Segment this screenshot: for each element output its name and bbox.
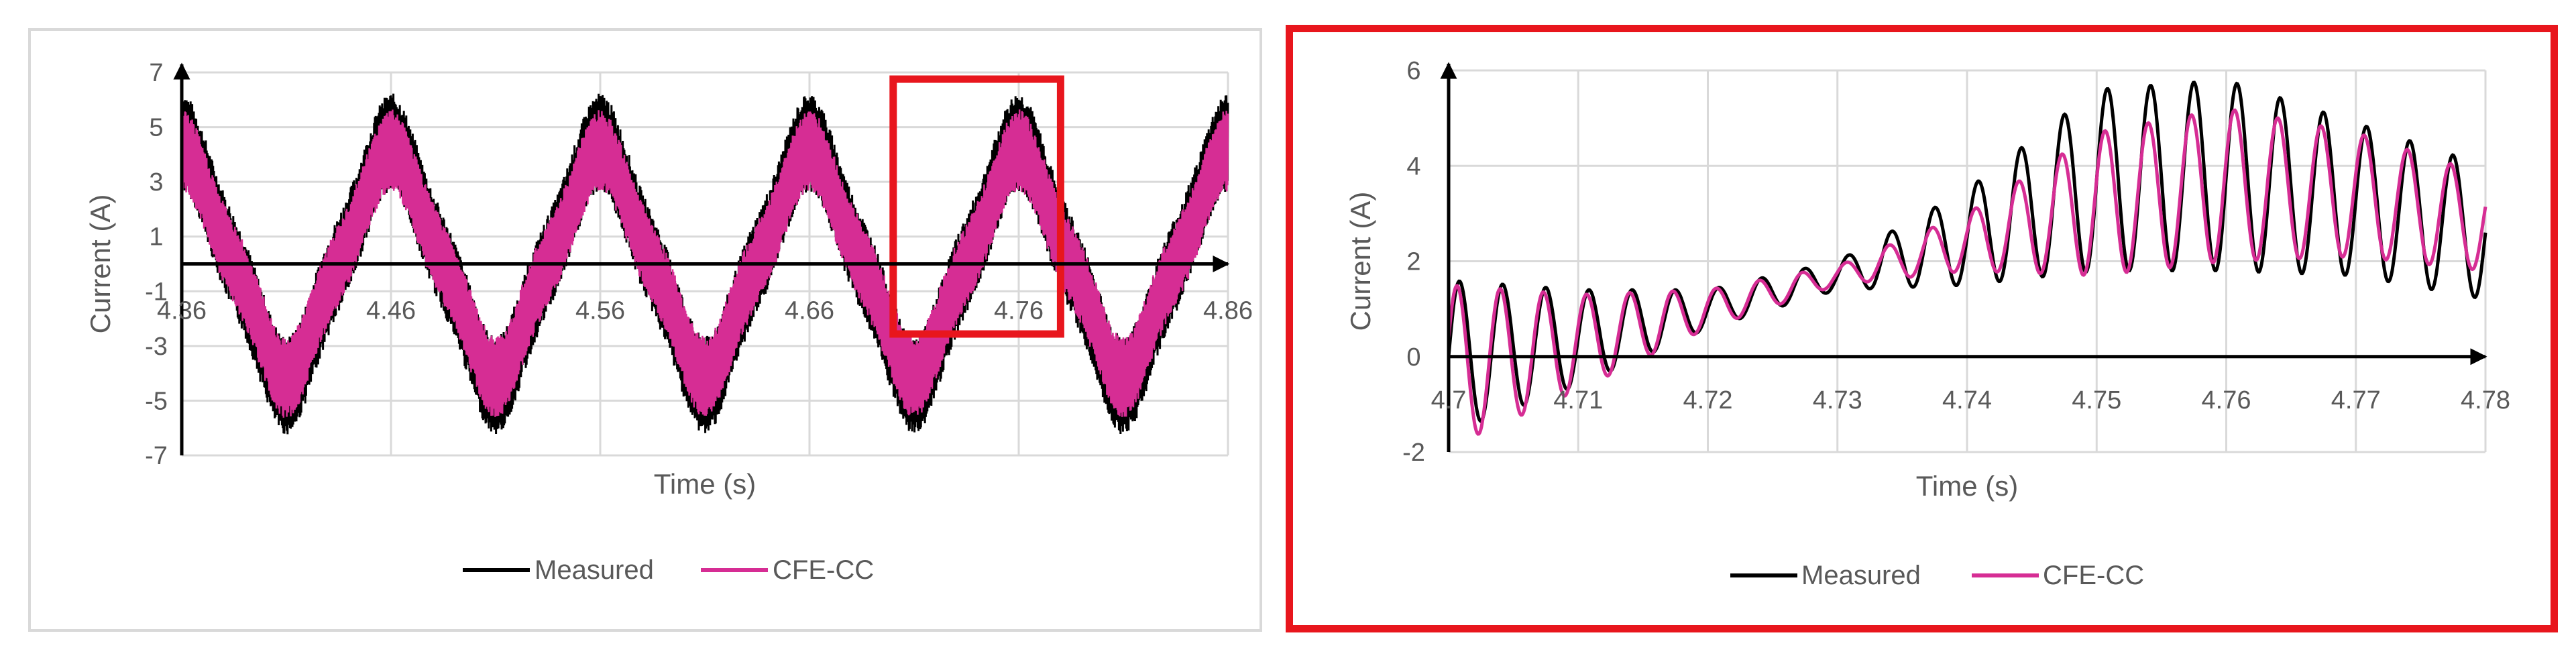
x-tick-label: 4.86 bbox=[1203, 297, 1253, 325]
y-axis-title: Current (A) bbox=[1345, 192, 1376, 331]
y-tick-label: -7 bbox=[145, 442, 168, 470]
y-tick-label: 3 bbox=[149, 168, 163, 197]
y-tick-label: 2 bbox=[1406, 248, 1420, 276]
zoom-highlight-box bbox=[889, 75, 1064, 338]
left-chart: 7 5 3 1 -1 -3 -5 -7 4.36 4.46 4.56 4.66 4.76 4.86 Time… bbox=[85, 59, 1253, 585]
y-tick-label: 1 bbox=[149, 223, 163, 252]
y-axis-title: Current (A) bbox=[85, 195, 116, 334]
x-tick-label: 4.66 bbox=[785, 297, 834, 325]
right-chart: 6 4 2 0 -24.7 4.71 4.72 4.73 4.74 4.75 4.76 4.77 4.7… bbox=[1345, 57, 2510, 590]
x-tick-label: 4.73 bbox=[1813, 386, 1862, 414]
x-tick-label: 4.76 bbox=[994, 297, 1044, 325]
x-tick-label: 4.78 bbox=[2461, 386, 2510, 414]
x-tick-label: 4.74 bbox=[1942, 386, 1992, 414]
y-tick-label: -3 bbox=[145, 333, 168, 361]
x-tick-label: 4.76 bbox=[2202, 386, 2251, 414]
x-tick-label: 4.72 bbox=[1683, 386, 1733, 414]
series-cfe-cc bbox=[1447, 108, 2487, 436]
y-tick-label: -5 bbox=[145, 387, 168, 415]
series-line bbox=[1447, 108, 2487, 436]
y-tick-label: 0 bbox=[1406, 343, 1420, 372]
x-tick-label: 4.71 bbox=[1553, 386, 1603, 414]
x-tick-label: 4.46 bbox=[366, 297, 416, 325]
x-tick-label: 4.75 bbox=[2072, 386, 2121, 414]
y-tick-label: -2 bbox=[1402, 439, 1425, 467]
y-tick-label: -1 bbox=[145, 278, 168, 306]
y-tick-label: 5 bbox=[149, 114, 163, 142]
x-tick-label: 4.77 bbox=[2331, 386, 2381, 414]
y-tick-label: 4 bbox=[1406, 152, 1420, 180]
left-chart-panel: 7 5 3 1 -1 -3 -5 -7 4.36 4.46 4.56 4.66 4.76 4.86 Time… bbox=[28, 28, 1262, 632]
right-chart-panel: 6 4 2 0 -2 4.7 4.71 4.72 4.73 4.74 4.75 4.76 4.77 4.7… bbox=[1286, 25, 2558, 632]
series-line bbox=[180, 109, 1229, 418]
legend-label: CFE-CC bbox=[2043, 561, 2144, 590]
x-tick-label: 4.56 bbox=[575, 297, 625, 325]
x-axis-title: Time (s) bbox=[1916, 470, 2018, 502]
legend-label: Measured bbox=[535, 555, 654, 585]
y-tick-label: 6 bbox=[1406, 57, 1420, 85]
x-tick-label: 4.7 bbox=[1431, 386, 1467, 414]
legend-label: CFE-CC bbox=[773, 555, 874, 585]
legend-label: Measured bbox=[1801, 561, 1921, 590]
series-cfe-cc bbox=[180, 109, 1229, 418]
y-tick-label: 7 bbox=[149, 59, 163, 87]
x-tick-label: 4.36 bbox=[157, 297, 207, 325]
x-axis-title: Time (s) bbox=[654, 468, 756, 500]
